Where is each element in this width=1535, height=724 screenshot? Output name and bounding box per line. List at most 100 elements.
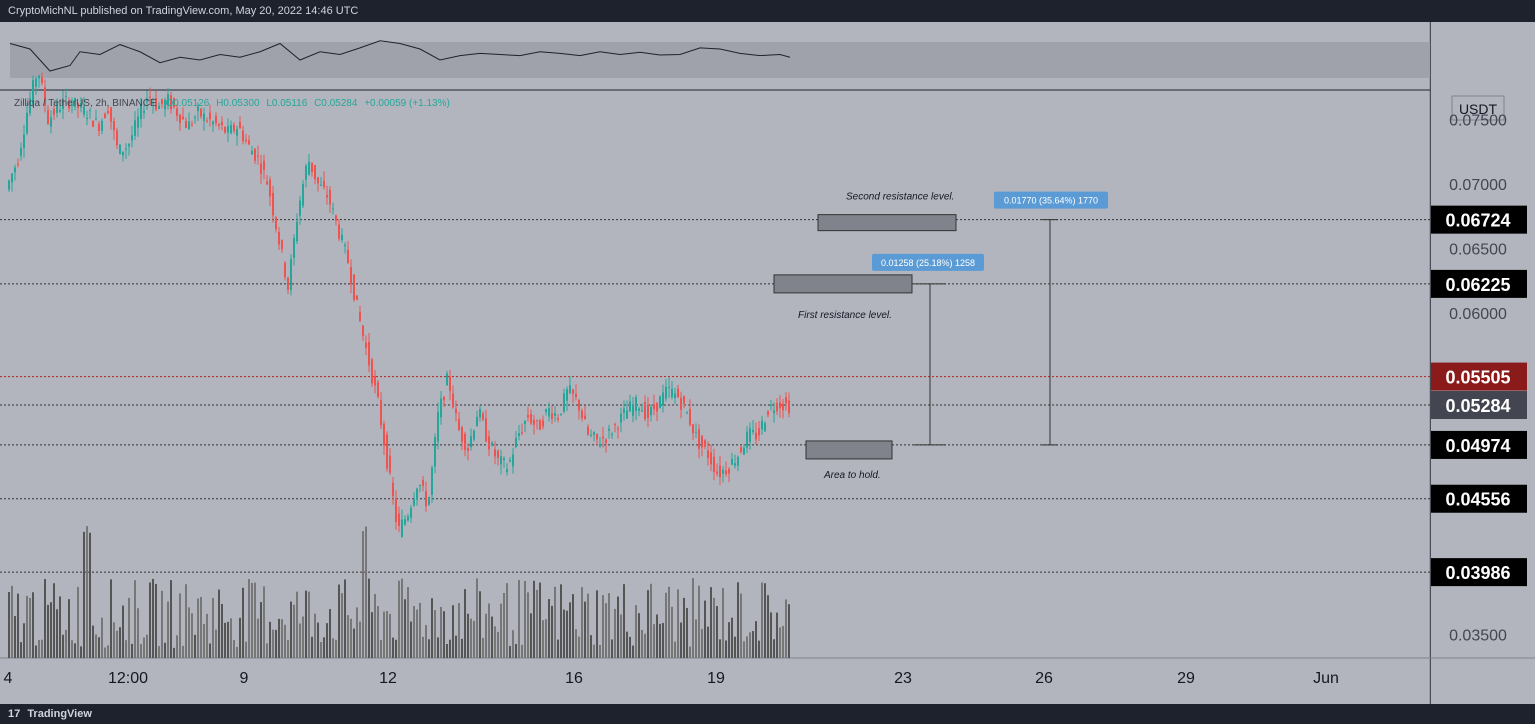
volume-bar [23, 623, 25, 658]
volume-bar [29, 597, 31, 658]
candle-body [554, 413, 556, 416]
candle-body [344, 244, 346, 247]
candle-body [92, 121, 94, 127]
candle-body [329, 190, 331, 205]
volume-bar [77, 586, 79, 658]
volume-bar [503, 592, 505, 658]
candle-body [383, 424, 385, 446]
volume-bar [776, 612, 778, 658]
volume-bar [572, 594, 574, 658]
volume-bar [461, 638, 463, 658]
volume-bar [203, 623, 205, 658]
candle-body [377, 382, 379, 397]
volume-bar [767, 595, 769, 658]
price-label-bg-0.06724 [1431, 205, 1527, 234]
volume-bar [401, 578, 403, 658]
candle-body [401, 519, 403, 537]
volume-bar [785, 599, 787, 658]
volume-bar [377, 606, 379, 658]
volume-bar [194, 634, 196, 658]
candle-body [392, 482, 394, 497]
candle-body [422, 480, 424, 487]
candle-body [578, 400, 580, 411]
candle-body [53, 108, 55, 115]
candle-body [680, 397, 682, 410]
symbol-name: Zilliqa / TetherUS, 2h, BINANCE [14, 98, 157, 109]
ohlc-high: H0.05300 [216, 98, 260, 109]
volume-bar [218, 589, 220, 658]
candle-body [641, 410, 643, 412]
candle-body [167, 94, 169, 106]
candle-body [500, 456, 502, 465]
volume-bar [38, 639, 40, 658]
volume-bar [389, 613, 391, 658]
volume-bar [665, 592, 667, 658]
candle-body [608, 428, 610, 431]
volume-bar [35, 645, 37, 658]
volume-bar [431, 598, 433, 658]
x-tick-Jun: Jun [1313, 670, 1339, 687]
volume-bar [140, 643, 142, 658]
candle-body [560, 413, 562, 415]
candle-body [137, 116, 139, 128]
volume-bar [86, 526, 88, 658]
volume-bar [179, 593, 181, 658]
volume-bar [299, 623, 301, 658]
volume-bar [422, 636, 424, 658]
candle-body [692, 424, 694, 434]
candle-body [38, 75, 40, 79]
price-chart[interactable]: Second resistance level. First resistance… [0, 22, 1535, 704]
candle-body [29, 98, 31, 114]
candle-body [662, 392, 664, 406]
volume-bar [749, 632, 751, 658]
volume-bar [743, 641, 745, 658]
volume-bar [704, 600, 706, 658]
volume-bar [479, 591, 481, 658]
volume-bar [206, 613, 208, 658]
volume-bar [68, 599, 70, 658]
volume-bar [80, 646, 82, 658]
volume-bar [446, 643, 448, 658]
candle-body [731, 458, 733, 465]
volume-bar [623, 584, 625, 658]
volume-bar [221, 604, 223, 658]
candle-body [395, 498, 397, 522]
candle-body [398, 513, 400, 526]
candle-body [194, 117, 196, 119]
candle-body [545, 409, 547, 413]
volume-bar [464, 589, 466, 658]
volume-bar [656, 614, 658, 658]
volume-bar [773, 639, 775, 658]
candle-body [221, 121, 223, 126]
candle-body [611, 434, 613, 436]
candle-body [101, 120, 103, 131]
volume-bar [14, 616, 16, 658]
volume-bar [626, 631, 628, 658]
candle-body [788, 400, 790, 414]
measure-1-badge [872, 253, 984, 271]
candle-body [476, 416, 478, 427]
candle-body [629, 401, 631, 412]
volume-bar [62, 634, 64, 658]
candle-body [659, 396, 661, 409]
y-tick-0.06000: 0.06000 [1449, 306, 1507, 323]
candle-body [473, 430, 475, 440]
volume-bar [782, 625, 784, 658]
volume-bar [11, 585, 13, 658]
price-label-0.06724: 0.06724 [1445, 211, 1510, 231]
candle-body [257, 155, 259, 157]
candle-body [380, 400, 382, 426]
candle-body [575, 393, 577, 397]
volume-bar [701, 628, 703, 658]
time-axis: 4 12:00 9 12 16 19 23 26 29 Jun [4, 670, 1339, 687]
volume-bar [614, 608, 616, 658]
candle-body [230, 125, 232, 134]
candle-body [278, 232, 280, 245]
candle-body [113, 121, 115, 131]
candle-body [149, 96, 151, 98]
candle-body [74, 97, 76, 107]
candle-body [227, 126, 229, 133]
candle-body [218, 124, 220, 126]
volume-bar [428, 639, 430, 658]
